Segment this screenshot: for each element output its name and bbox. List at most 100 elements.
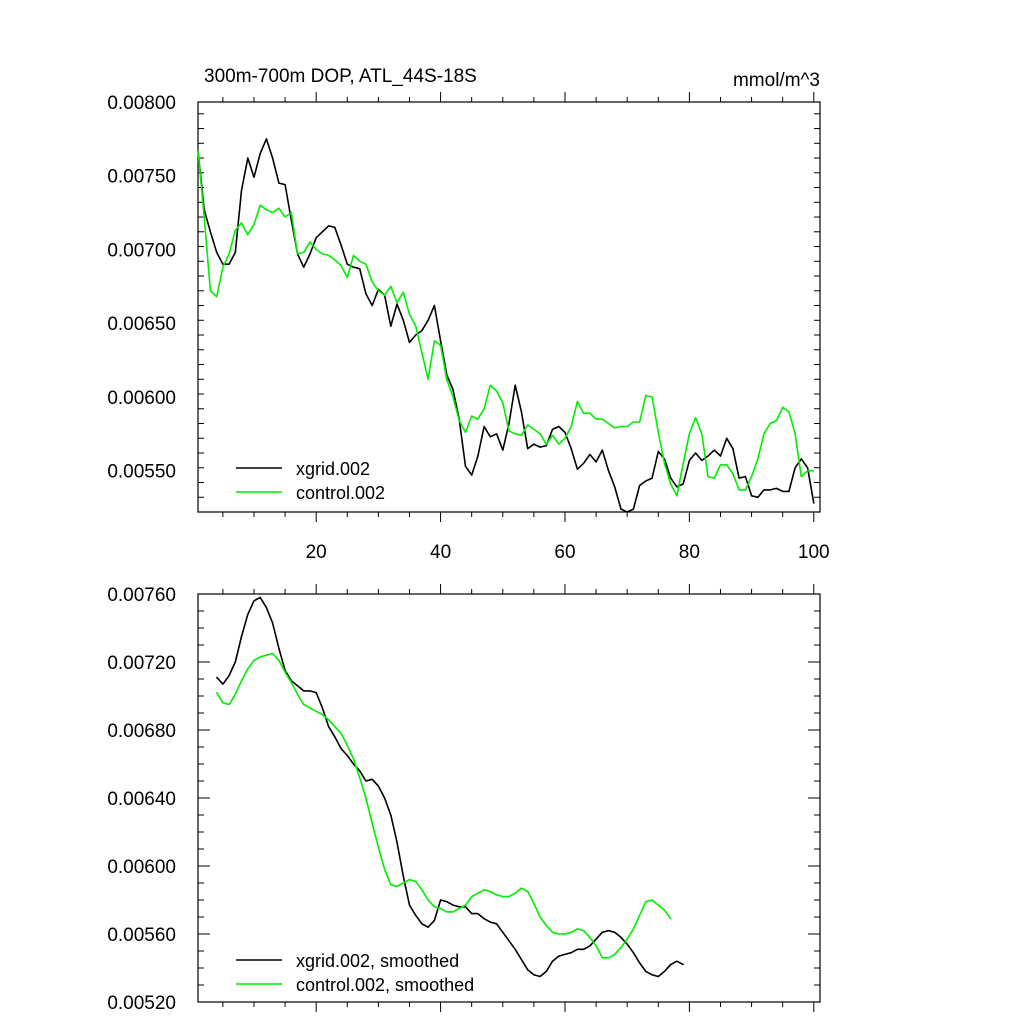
data-point <box>315 710 317 712</box>
data-point <box>688 433 691 435</box>
data-point <box>763 433 765 435</box>
data-point <box>272 622 274 624</box>
y-tick-label: 0.00640 <box>107 789 176 810</box>
data-point <box>296 685 299 687</box>
data-point <box>601 449 603 451</box>
data-point <box>670 477 672 479</box>
data-point <box>583 412 585 414</box>
data-point <box>309 253 311 255</box>
data-point <box>508 940 510 942</box>
data-point <box>601 418 603 420</box>
data-point <box>396 885 398 888</box>
data-point <box>794 433 796 435</box>
data-point <box>458 906 460 908</box>
data-point <box>514 433 516 435</box>
data-point <box>558 425 560 428</box>
data-point <box>496 894 498 896</box>
legend-label: xgrid.002 <box>296 459 370 479</box>
data-point <box>502 896 504 898</box>
top-chart-legend: xgrid.002 control.002 <box>236 459 385 503</box>
data-point <box>346 744 348 746</box>
data-point <box>670 964 672 966</box>
data-point <box>595 938 597 940</box>
data-point <box>520 887 523 889</box>
data-point <box>464 431 467 433</box>
data-point <box>676 486 678 488</box>
data-point <box>390 814 392 816</box>
data-point <box>340 748 342 750</box>
data-point <box>707 455 709 457</box>
data-point <box>365 263 367 265</box>
data-point <box>265 138 267 140</box>
data-point <box>334 736 336 738</box>
data-point <box>775 420 778 422</box>
data-point <box>240 635 243 638</box>
data-point <box>614 427 616 429</box>
data-point <box>676 495 678 497</box>
y-tick-label: 0.00800 <box>107 93 176 114</box>
data-point <box>483 889 485 891</box>
data-point <box>284 671 286 673</box>
data-point <box>408 313 411 315</box>
data-point <box>452 396 454 398</box>
data-point <box>464 465 467 467</box>
y-tick-label: 0.00700 <box>107 240 176 261</box>
data-point <box>682 462 684 464</box>
data-point <box>216 692 218 694</box>
data-point <box>197 150 199 152</box>
data-point <box>290 681 292 684</box>
data-point <box>607 930 610 932</box>
data-point <box>514 384 516 386</box>
data-point <box>558 443 560 445</box>
data-point <box>769 489 771 491</box>
data-point <box>651 396 653 398</box>
data-point <box>415 880 417 882</box>
data-point <box>800 458 802 460</box>
data-point <box>601 957 603 959</box>
data-point <box>477 892 479 894</box>
data-point <box>595 461 597 463</box>
data-point <box>533 974 535 976</box>
data-point <box>203 216 205 218</box>
data-point <box>328 225 330 227</box>
data-point <box>247 234 249 236</box>
data-point <box>228 253 230 255</box>
legend-label: xgrid.002, smoothed <box>296 951 459 971</box>
data-point <box>371 778 373 780</box>
data-point <box>595 418 597 420</box>
data-point <box>744 489 747 491</box>
data-point <box>751 476 753 478</box>
data-point <box>670 483 672 485</box>
data-point <box>464 906 467 908</box>
data-point <box>209 290 211 292</box>
data-point <box>471 415 473 417</box>
data-point <box>657 431 659 433</box>
data-point <box>415 914 417 916</box>
data-point <box>576 468 579 470</box>
data-point <box>278 647 280 650</box>
bottom-chart-legend: xgrid.002, smoothed control.002, smoothed <box>236 951 474 995</box>
data-point <box>564 933 566 935</box>
data-point <box>427 319 429 321</box>
data-point <box>757 496 759 498</box>
data-point <box>707 476 709 478</box>
data-point <box>676 960 678 962</box>
data-point <box>222 263 224 265</box>
data-point <box>421 352 423 354</box>
data-point <box>440 340 442 342</box>
data-point <box>253 176 255 178</box>
data-point <box>502 449 504 451</box>
data-point <box>607 422 610 425</box>
data-point <box>216 676 218 678</box>
data-point <box>296 253 299 255</box>
series-line-xgrid-002 <box>197 138 815 513</box>
top-chart-series <box>197 138 815 513</box>
data-point <box>545 443 547 445</box>
data-point <box>340 732 342 735</box>
data-point <box>390 325 392 327</box>
data-point <box>639 962 641 964</box>
data-point <box>508 896 510 898</box>
data-point <box>477 913 479 915</box>
y-tick-label: 0.00680 <box>107 721 176 742</box>
data-point <box>402 291 404 293</box>
